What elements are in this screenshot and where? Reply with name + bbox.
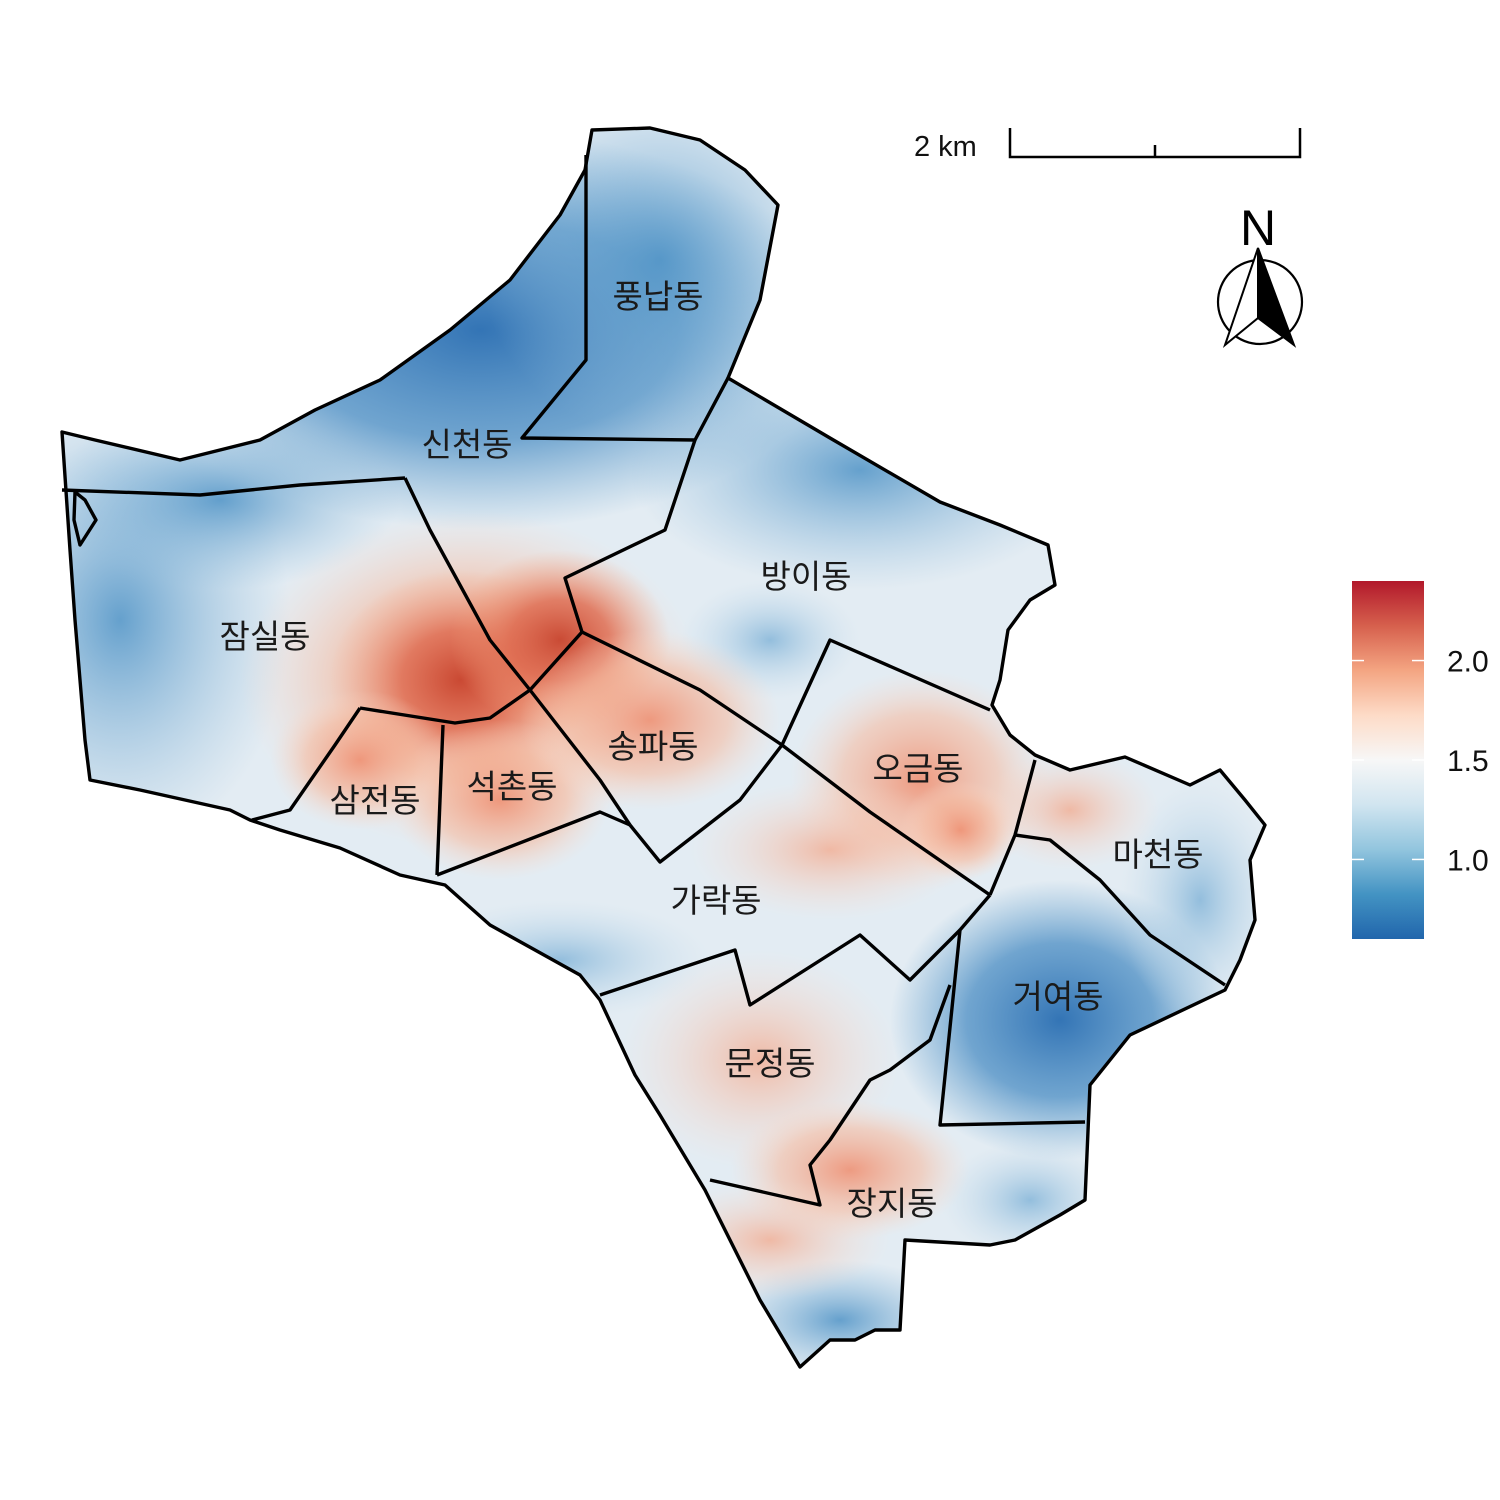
district-boundaries [60,126,1267,1369]
label-samjeon: 삼전동 [329,781,420,820]
label-geoyeo: 거여동 [1012,977,1103,1016]
label-jangji: 장지동 [846,1184,937,1223]
district-labels: 풍납동 신천동 잠실동 방이동 송파동 삼전동 석촌동 오금동 마천동 가락동 … [219,277,1203,1223]
label-ogeum: 오금동 [872,749,963,788]
legend-tick-label: 2.0 [1447,646,1489,679]
label-bangi: 방이동 [760,557,851,596]
label-garak: 가락동 [670,881,761,920]
north-arrow-label: N [1240,200,1276,256]
scale-bar-label: 2 km [914,131,977,163]
label-sincheon: 신천동 [421,425,512,464]
north-arrow: N [1216,200,1304,348]
scale-bar: 2 km [914,128,1302,163]
study-area-outline [60,126,1267,1369]
label-seokchon: 석촌동 [466,767,557,806]
label-jamsil: 잠실동 [219,617,310,656]
label-munjeong: 문정동 [724,1044,815,1083]
label-songpa: 송파동 [607,727,698,766]
label-macheon: 마천동 [1112,835,1203,874]
legend-tick-label: 1.5 [1447,745,1489,778]
legend-colorbar: 1.0 1.5 2.0 [1352,581,1489,939]
label-pungnap: 풍납동 [612,277,703,316]
legend-tick-label: 1.0 [1447,844,1489,877]
